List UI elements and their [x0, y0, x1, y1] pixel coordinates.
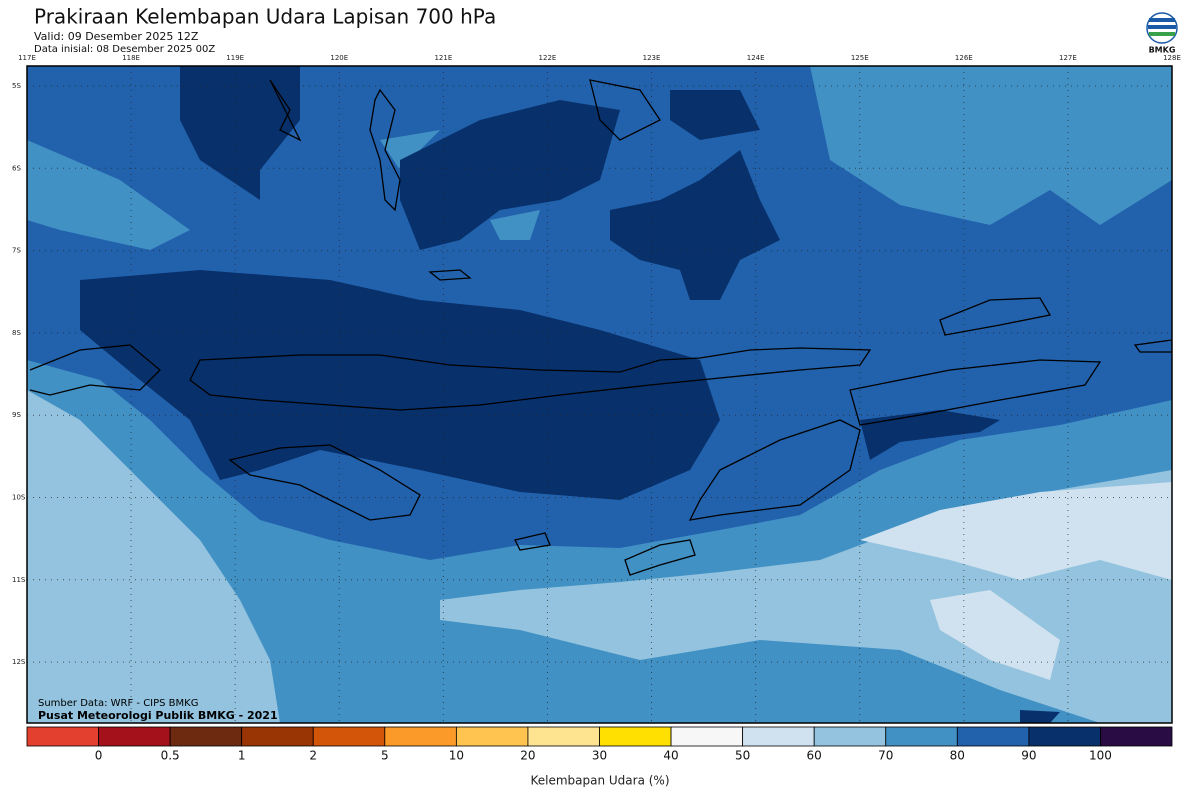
lon-label: 124E: [747, 54, 765, 62]
lat-label: 10S: [12, 494, 26, 502]
colorbar-box: [98, 726, 171, 747]
colorbar-label: 0.5: [161, 749, 180, 763]
lat-label: 5S: [12, 82, 21, 90]
credit: Pusat Meteorologi Publik BMKG - 2021: [38, 709, 278, 722]
colorbar-box: [241, 726, 314, 747]
colorbar-label: 80: [950, 749, 965, 763]
colorbar-box: [885, 726, 958, 747]
lat-label: 7S: [12, 247, 21, 255]
lon-label: 123E: [643, 54, 661, 62]
colorbar-label: 70: [878, 749, 893, 763]
valid-time: Valid: 09 Desember 2025 12Z: [34, 30, 199, 43]
colorbar-label: 90: [1021, 749, 1036, 763]
lon-label: 120E: [330, 54, 348, 62]
colorbar-label: 1: [238, 749, 246, 763]
colorbar-box: [169, 726, 243, 747]
graticule: [27, 66, 1172, 723]
colorbar-title: Kelembapan Udara (%): [530, 774, 669, 788]
colorbar-box: [599, 726, 672, 747]
colorbar-box: [670, 726, 744, 747]
colorbar-label: 60: [807, 749, 822, 763]
lat-label: 6S: [12, 164, 21, 172]
colorbar: 0 0.5 1 2 5 10 20 30 40 50 60 70 80 90 100: [26, 726, 1173, 763]
lat-label: 11S: [12, 576, 26, 584]
lon-label: 117E: [18, 54, 36, 62]
lon-label: 121E: [434, 54, 452, 62]
colorbar-label: 50: [735, 749, 750, 763]
lon-label: 128E: [1163, 54, 1181, 62]
colorbar-box: [1100, 726, 1173, 747]
colorbar-label: 5: [381, 749, 389, 763]
lon-label: 118E: [122, 54, 140, 62]
colorbar-box: [813, 726, 887, 747]
logo: BMKG: [1146, 12, 1178, 55]
lat-label: 12S: [12, 658, 26, 666]
colorbar-box: [26, 726, 99, 747]
lat-label: 8S: [12, 329, 21, 337]
lon-label: 125E: [851, 54, 869, 62]
colorbar-box: [1028, 726, 1101, 747]
lon-label: 122E: [539, 54, 557, 62]
colorbar-label: 40: [663, 749, 678, 763]
colorbar-label: 10: [449, 749, 464, 763]
coastlines: [29, 79, 1172, 576]
colorbar-box: [527, 726, 600, 747]
colorbar-label: 2: [309, 749, 317, 763]
map-frame: [26, 65, 1173, 724]
colorbar-box: [384, 726, 457, 747]
colorbar-box: [312, 726, 386, 747]
lat-label: 9S: [12, 411, 21, 419]
colorbar-box: [742, 726, 815, 747]
lon-label: 126E: [955, 54, 973, 62]
title: Prakiraan Kelembapan Udara Lapisan 700 h…: [34, 5, 496, 29]
colorbar-label: 0: [95, 749, 103, 763]
colorbar-label: 30: [592, 749, 607, 763]
lon-label: 127E: [1059, 54, 1077, 62]
colorbar-label: 20: [520, 749, 535, 763]
initial-time: Data inisial: 08 Desember 2025 00Z: [34, 44, 215, 55]
colorbar-box: [455, 726, 529, 747]
logo-text: BMKG: [1149, 46, 1176, 55]
colorbar-box: [956, 726, 1030, 747]
lon-label: 119E: [226, 54, 244, 62]
humidity-field: [27, 66, 1172, 723]
colorbar-label: 100: [1089, 749, 1112, 763]
data-source: Sumber Data: WRF - CIPS BMKG: [38, 698, 198, 709]
